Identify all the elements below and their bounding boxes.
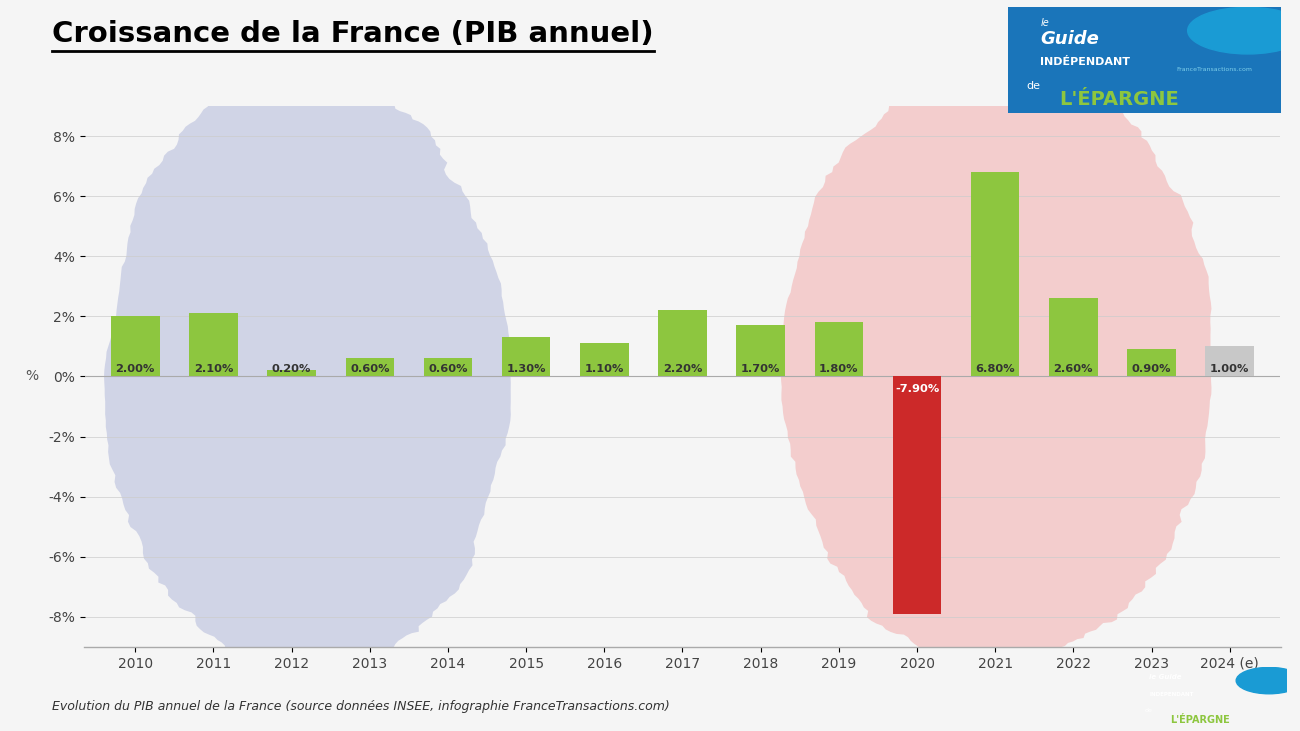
Text: de: de (1027, 81, 1040, 91)
Text: 1.00%: 1.00% (1210, 364, 1249, 374)
Text: 0.60%: 0.60% (428, 364, 468, 374)
Text: 1.80%: 1.80% (819, 364, 858, 374)
Bar (346, 358, 394, 376)
Text: INDÉPENDANT: INDÉPENDANT (1149, 692, 1193, 697)
Text: de: de (1145, 708, 1153, 713)
Text: 0.60%: 0.60% (350, 364, 390, 374)
Text: 2.00%: 2.00% (116, 364, 155, 374)
Bar (971, 172, 1019, 376)
Text: 1.10%: 1.10% (585, 364, 624, 374)
Text: 2.10%: 2.10% (194, 364, 233, 374)
Bar (1205, 346, 1254, 376)
Bar (424, 358, 472, 376)
Bar (268, 371, 316, 376)
Circle shape (1236, 667, 1300, 694)
Text: 0.20%: 0.20% (272, 364, 311, 374)
Polygon shape (780, 53, 1212, 667)
Text: 6.80%: 6.80% (975, 364, 1015, 374)
Text: 1.30%: 1.30% (507, 364, 546, 374)
Text: L'ÉPARGNE: L'ÉPARGNE (1170, 714, 1230, 724)
Bar (502, 338, 550, 376)
Bar (815, 322, 863, 376)
Bar (111, 317, 160, 376)
Bar (580, 344, 629, 376)
Text: 0.90%: 0.90% (1132, 364, 1171, 374)
Bar (893, 376, 941, 614)
Bar (736, 325, 785, 376)
Text: Croissance de la France (PIB annuel): Croissance de la France (PIB annuel) (52, 20, 654, 48)
Text: INDÉPENDANT: INDÉPENDANT (1040, 56, 1130, 67)
Text: FranceTransactions.com: FranceTransactions.com (1176, 67, 1253, 72)
Text: le Guide: le Guide (1149, 675, 1182, 681)
Text: %: % (25, 369, 38, 384)
Text: Guide: Guide (1040, 31, 1098, 48)
Circle shape (1188, 7, 1300, 54)
Polygon shape (104, 72, 511, 681)
Bar (1049, 298, 1097, 376)
Text: 2.20%: 2.20% (663, 364, 702, 374)
FancyBboxPatch shape (1008, 7, 1280, 113)
Bar (1127, 349, 1175, 376)
Bar (190, 314, 238, 376)
Text: -7.90%: -7.90% (894, 384, 939, 394)
Text: le: le (1040, 18, 1049, 29)
Bar (658, 311, 707, 376)
Text: 1.70%: 1.70% (741, 364, 780, 374)
Text: Evolution du PIB annuel de la France (source données INSEE, infographie FranceTr: Evolution du PIB annuel de la France (so… (52, 700, 670, 713)
Text: 2.60%: 2.60% (1053, 364, 1093, 374)
Text: L'ÉPARGNE: L'ÉPARGNE (1060, 90, 1179, 109)
